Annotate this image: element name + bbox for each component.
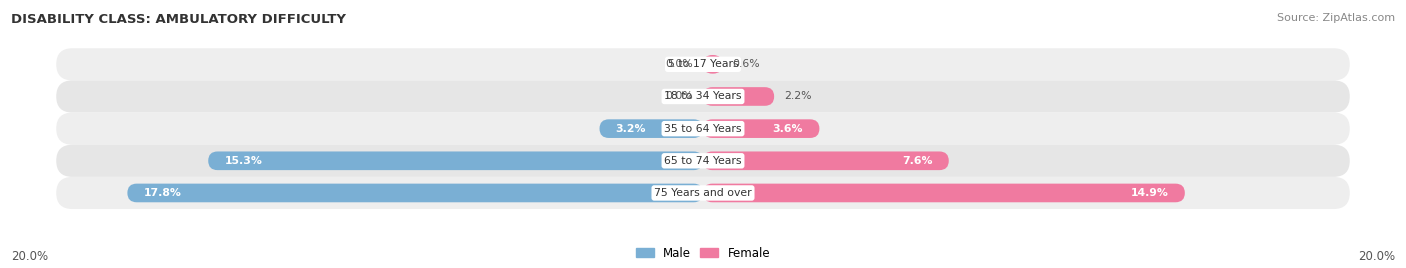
FancyBboxPatch shape [56,113,1350,145]
Text: 18 to 34 Years: 18 to 34 Years [664,91,742,102]
FancyBboxPatch shape [56,80,1350,113]
Text: 3.6%: 3.6% [773,124,803,134]
FancyBboxPatch shape [128,184,703,202]
Text: DISABILITY CLASS: AMBULATORY DIFFICULTY: DISABILITY CLASS: AMBULATORY DIFFICULTY [11,13,346,27]
Legend: Male, Female: Male, Female [631,242,775,264]
FancyBboxPatch shape [703,55,723,74]
Text: 20.0%: 20.0% [1358,250,1395,263]
Text: 20.0%: 20.0% [11,250,48,263]
Text: 5 to 17 Years: 5 to 17 Years [668,59,738,69]
Text: 2.2%: 2.2% [785,91,811,102]
FancyBboxPatch shape [208,151,703,170]
FancyBboxPatch shape [703,184,1185,202]
FancyBboxPatch shape [703,151,949,170]
FancyBboxPatch shape [703,87,775,106]
Text: 14.9%: 14.9% [1130,188,1168,198]
Text: 0.0%: 0.0% [665,59,693,69]
Text: Source: ZipAtlas.com: Source: ZipAtlas.com [1277,13,1395,23]
FancyBboxPatch shape [703,119,820,138]
Text: 35 to 64 Years: 35 to 64 Years [664,124,742,134]
Text: 0.0%: 0.0% [665,91,693,102]
Text: 65 to 74 Years: 65 to 74 Years [664,156,742,166]
FancyBboxPatch shape [599,119,703,138]
Text: 75 Years and over: 75 Years and over [654,188,752,198]
FancyBboxPatch shape [56,145,1350,177]
Text: 3.2%: 3.2% [616,124,647,134]
FancyBboxPatch shape [56,177,1350,209]
Text: 15.3%: 15.3% [225,156,263,166]
Text: 17.8%: 17.8% [143,188,181,198]
Text: 7.6%: 7.6% [903,156,932,166]
FancyBboxPatch shape [56,48,1350,80]
Text: 0.6%: 0.6% [733,59,759,69]
